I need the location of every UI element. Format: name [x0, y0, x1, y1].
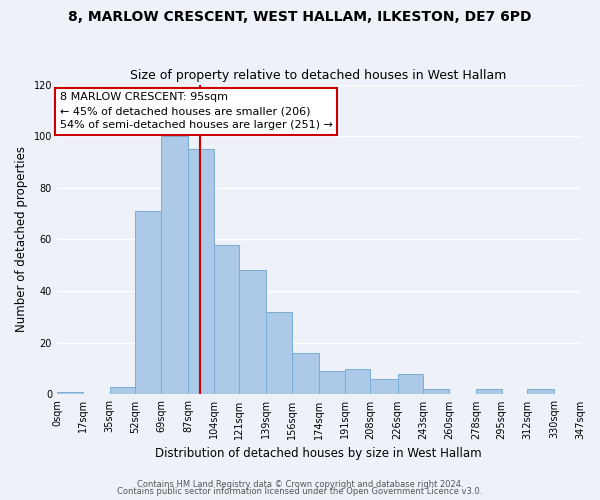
Text: 8, MARLOW CRESCENT, WEST HALLAM, ILKESTON, DE7 6PD: 8, MARLOW CRESCENT, WEST HALLAM, ILKESTO… — [68, 10, 532, 24]
Bar — [239, 270, 266, 394]
Bar — [188, 149, 214, 394]
Text: Contains HM Land Registry data © Crown copyright and database right 2024.: Contains HM Land Registry data © Crown c… — [137, 480, 463, 489]
Text: Contains public sector information licensed under the Open Government Licence v3: Contains public sector information licen… — [118, 487, 482, 496]
Bar — [136, 211, 161, 394]
X-axis label: Distribution of detached houses by size in West Hallam: Distribution of detached houses by size … — [155, 447, 482, 460]
Bar — [214, 244, 239, 394]
Bar — [319, 371, 345, 394]
Bar — [266, 312, 292, 394]
Text: 8 MARLOW CRESCENT: 95sqm
← 45% of detached houses are smaller (206)
54% of semi-: 8 MARLOW CRESCENT: 95sqm ← 45% of detach… — [60, 92, 333, 130]
Bar — [527, 390, 554, 394]
Bar — [57, 392, 83, 394]
Bar — [398, 374, 423, 394]
Title: Size of property relative to detached houses in West Hallam: Size of property relative to detached ho… — [130, 69, 506, 82]
Bar — [161, 136, 188, 394]
Bar — [423, 390, 449, 394]
Bar — [292, 353, 319, 395]
Bar — [476, 390, 502, 394]
Y-axis label: Number of detached properties: Number of detached properties — [15, 146, 28, 332]
Bar — [110, 386, 136, 394]
Bar — [345, 368, 370, 394]
Bar — [370, 379, 398, 394]
